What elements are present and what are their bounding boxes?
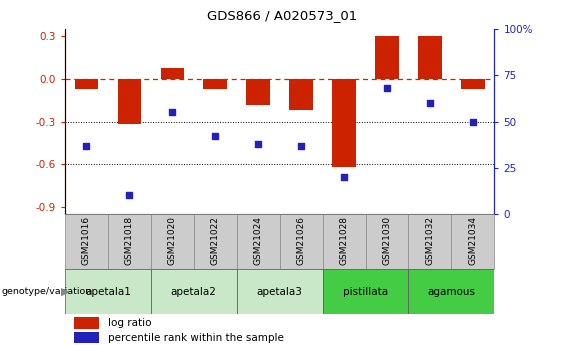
Text: log ratio: log ratio [108, 318, 151, 328]
Bar [289, 79, 313, 110]
Bar [451, 214, 494, 269]
Bar [194, 214, 237, 269]
Text: apetala2: apetala2 [171, 287, 217, 296]
Text: GSM21016: GSM21016 [82, 216, 91, 265]
Bar [151, 269, 237, 314]
Point [340, 174, 349, 180]
Bar [237, 214, 280, 269]
Bar [73, 332, 99, 344]
Bar [332, 79, 356, 167]
Bar [323, 214, 366, 269]
Text: apetala3: apetala3 [257, 287, 303, 296]
Point [82, 143, 91, 148]
Bar [65, 214, 108, 269]
Text: GSM21024: GSM21024 [254, 216, 263, 265]
Text: GDS866 / A020573_01: GDS866 / A020573_01 [207, 9, 358, 22]
Text: genotype/variation: genotype/variation [1, 287, 92, 296]
Point [297, 143, 306, 148]
Text: GSM21034: GSM21034 [468, 216, 477, 265]
Bar [203, 79, 227, 89]
Point [125, 193, 134, 198]
Bar [65, 269, 151, 314]
Text: apetala1: apetala1 [85, 287, 131, 296]
Text: GSM21018: GSM21018 [125, 216, 134, 265]
Bar [237, 269, 323, 314]
Bar [408, 269, 494, 314]
Text: GSM21020: GSM21020 [168, 216, 177, 265]
Text: agamous: agamous [428, 287, 475, 296]
Text: ▶: ▶ [61, 287, 69, 296]
Bar [151, 214, 194, 269]
Bar [160, 68, 184, 79]
Point [254, 141, 263, 147]
Text: GSM21026: GSM21026 [297, 216, 306, 265]
Bar [73, 317, 99, 329]
Bar [246, 79, 270, 105]
Bar [108, 214, 151, 269]
Text: percentile rank within the sample: percentile rank within the sample [108, 333, 284, 343]
Text: GSM21022: GSM21022 [211, 216, 220, 265]
Point [168, 110, 177, 115]
Text: pistillata: pistillata [343, 287, 388, 296]
Bar [366, 214, 408, 269]
Bar [75, 79, 98, 89]
Bar [323, 269, 408, 314]
Point [211, 134, 220, 139]
Bar [461, 79, 485, 89]
Text: GSM21030: GSM21030 [383, 216, 392, 265]
Point [425, 100, 434, 106]
Bar [280, 214, 323, 269]
Bar [375, 37, 399, 79]
Point [383, 86, 392, 91]
Bar [418, 37, 442, 79]
Text: GSM21032: GSM21032 [425, 216, 434, 265]
Bar [408, 214, 451, 269]
Point [468, 119, 477, 125]
Bar [118, 79, 141, 125]
Text: GSM21028: GSM21028 [340, 216, 349, 265]
